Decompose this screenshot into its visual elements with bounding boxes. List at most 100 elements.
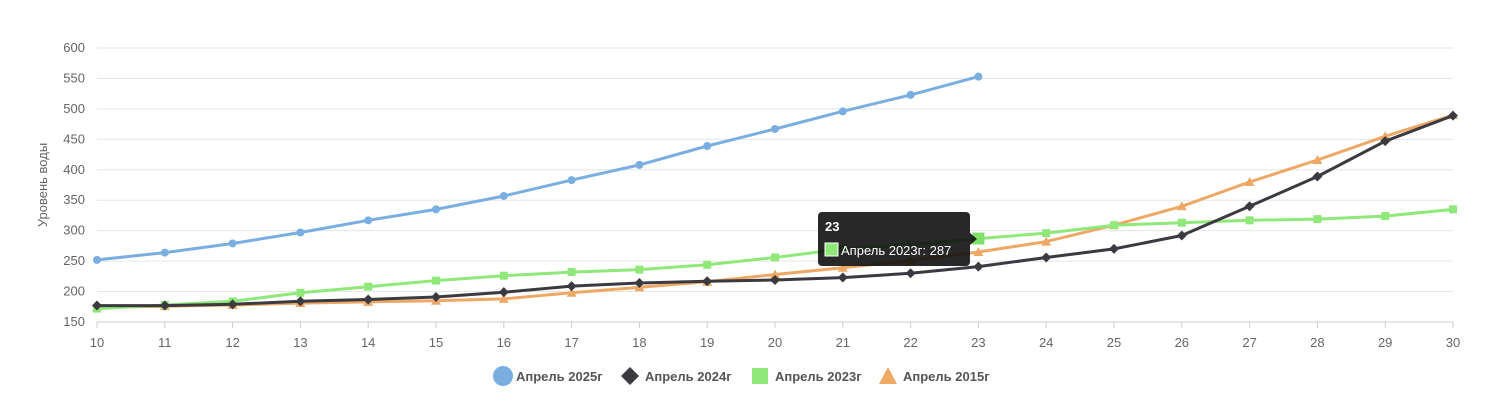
legend-label-4: Апрель 2015г — [903, 369, 990, 384]
tooltip-box — [818, 212, 970, 266]
series-1-point-21 — [838, 107, 847, 116]
series-3-point-20 — [771, 253, 779, 262]
series-2-point-12 — [227, 299, 238, 310]
legend-label-2: Апрель 2024г — [645, 369, 732, 384]
x-tick-label-21: 21 — [836, 335, 850, 350]
series-2-point-28 — [1312, 171, 1323, 182]
series-4-point-21 — [837, 262, 848, 272]
series-1-point-23 — [974, 72, 983, 81]
series-1 — [93, 72, 983, 264]
series-1-point-10 — [93, 255, 101, 264]
tooltip: 23 Апрель 2023г: 287 — [818, 212, 977, 266]
series-4 — [92, 109, 1458, 312]
series-1-point-17 — [567, 176, 576, 185]
tooltip-swatch — [824, 242, 839, 257]
series-4-point-26 — [1176, 201, 1187, 211]
series-4-point-23 — [973, 246, 984, 256]
series-4-point-27 — [1244, 176, 1255, 186]
series-4-point-20 — [770, 269, 780, 279]
legend-item-2[interactable]: Апрель 2024г — [621, 367, 732, 385]
tooltip-point-highlight — [972, 232, 985, 245]
series-2-point-25 — [1109, 243, 1119, 254]
series-1-point-15 — [432, 205, 440, 214]
x-tick-label-25: 25 — [1107, 335, 1121, 350]
series-2-point-27 — [1244, 201, 1255, 212]
legend-item-1[interactable]: Апрель 2025г — [493, 366, 603, 386]
x-tick-label-27: 27 — [1242, 335, 1256, 350]
legend-marker-1 — [493, 366, 513, 386]
x-axis-ticks: 10 11 12 13 14 15 16 17 18 19 20 21 22 23 24 25 26 27 28 29… — [90, 322, 1460, 350]
series-1-point-22 — [906, 90, 915, 99]
series-1-point-20 — [771, 124, 779, 133]
series-2-point-23 — [973, 261, 984, 272]
series-2-point-13 — [295, 296, 306, 307]
y-axis-title: Уровень воды — [35, 143, 50, 227]
series-3-point-19 — [703, 260, 712, 269]
series-4-point-24 — [1041, 236, 1052, 246]
legend-item-4[interactable]: Апрель 2015г — [879, 367, 990, 384]
y-tick-label-350: 350 — [63, 192, 85, 207]
series-2-point-21 — [837, 272, 848, 283]
y-tick-label-400: 400 — [63, 162, 85, 177]
x-tick-label-20: 20 — [768, 335, 782, 350]
legend-marker-4 — [879, 367, 897, 384]
x-tick-label-13: 13 — [293, 335, 307, 350]
series-1-point-16 — [499, 191, 508, 200]
series-3-point-27 — [1245, 216, 1254, 225]
series-1-point-19 — [703, 142, 712, 151]
x-tick-label-28: 28 — [1310, 335, 1324, 350]
legend-marker-2 — [621, 367, 639, 385]
series-2-point-18 — [634, 278, 645, 289]
series-4-point-17 — [566, 287, 577, 297]
legend-marker-3 — [752, 368, 768, 384]
y-tick-label-550: 550 — [63, 70, 85, 85]
tooltip-text: Апрель 2023г: 287 — [841, 243, 951, 258]
y-tick-label-500: 500 — [63, 101, 85, 116]
series-2-point-14 — [363, 294, 374, 305]
series-2-point-19 — [702, 276, 713, 287]
tooltip-arrow — [970, 233, 977, 245]
series-3-point-15 — [432, 276, 440, 285]
x-tick-label-17: 17 — [564, 335, 578, 350]
series-1-line — [95, 75, 980, 262]
series-2 — [92, 110, 1458, 311]
series-4-point-28 — [1312, 155, 1323, 165]
series-2-point-30 — [1448, 110, 1458, 121]
series-3-point-25 — [1110, 221, 1118, 230]
legend-item-3[interactable]: Апрель 2023г — [752, 368, 862, 384]
x-tick-label-30: 30 — [1446, 335, 1460, 350]
x-tick-label-26: 26 — [1175, 335, 1189, 350]
series-3-point-17 — [567, 268, 576, 277]
series-4-point-16 — [498, 293, 509, 303]
series-3-point-28 — [1313, 215, 1322, 224]
series-layer — [92, 72, 1458, 313]
x-tick-label-12: 12 — [225, 335, 239, 350]
x-tick-label-24: 24 — [1039, 335, 1053, 350]
legend[interactable]: Апрель 2025г Апрель 2024г Апрель 2023г Апре… — [493, 366, 990, 386]
series-2-point-26 — [1176, 230, 1187, 241]
series-2-point-20 — [770, 274, 780, 285]
series-2-point-15 — [431, 292, 441, 303]
series-3-point-18 — [635, 265, 644, 274]
series-3-point-13 — [296, 288, 305, 297]
x-tick-label-10: 10 — [90, 335, 104, 350]
x-tick-label-14: 14 — [361, 335, 375, 350]
series-2-point-24 — [1041, 252, 1052, 263]
y-tick-label-250: 250 — [63, 253, 85, 268]
series-1-point-12 — [228, 239, 237, 248]
series-2-point-11 — [159, 300, 170, 311]
series-3-point-29 — [1381, 212, 1390, 221]
series-2-point-22 — [905, 268, 916, 279]
x-tick-label-15: 15 — [429, 335, 443, 350]
series-3 — [93, 205, 1457, 313]
series-3-point-26 — [1177, 218, 1186, 227]
series-3-point-16 — [499, 271, 508, 280]
x-tick-label-29: 29 — [1378, 335, 1392, 350]
tooltip-title: 23 — [825, 219, 839, 234]
y-tick-label-600: 600 — [63, 40, 85, 55]
y-tick-label-200: 200 — [63, 284, 85, 299]
y-axis-ticks: 150 200 250 300 350 400 450 500 550 600 — [63, 40, 85, 329]
x-tick-label-22: 22 — [903, 335, 917, 350]
x-tick-label-11: 11 — [158, 335, 172, 350]
y-tick-label-300: 300 — [63, 223, 85, 238]
